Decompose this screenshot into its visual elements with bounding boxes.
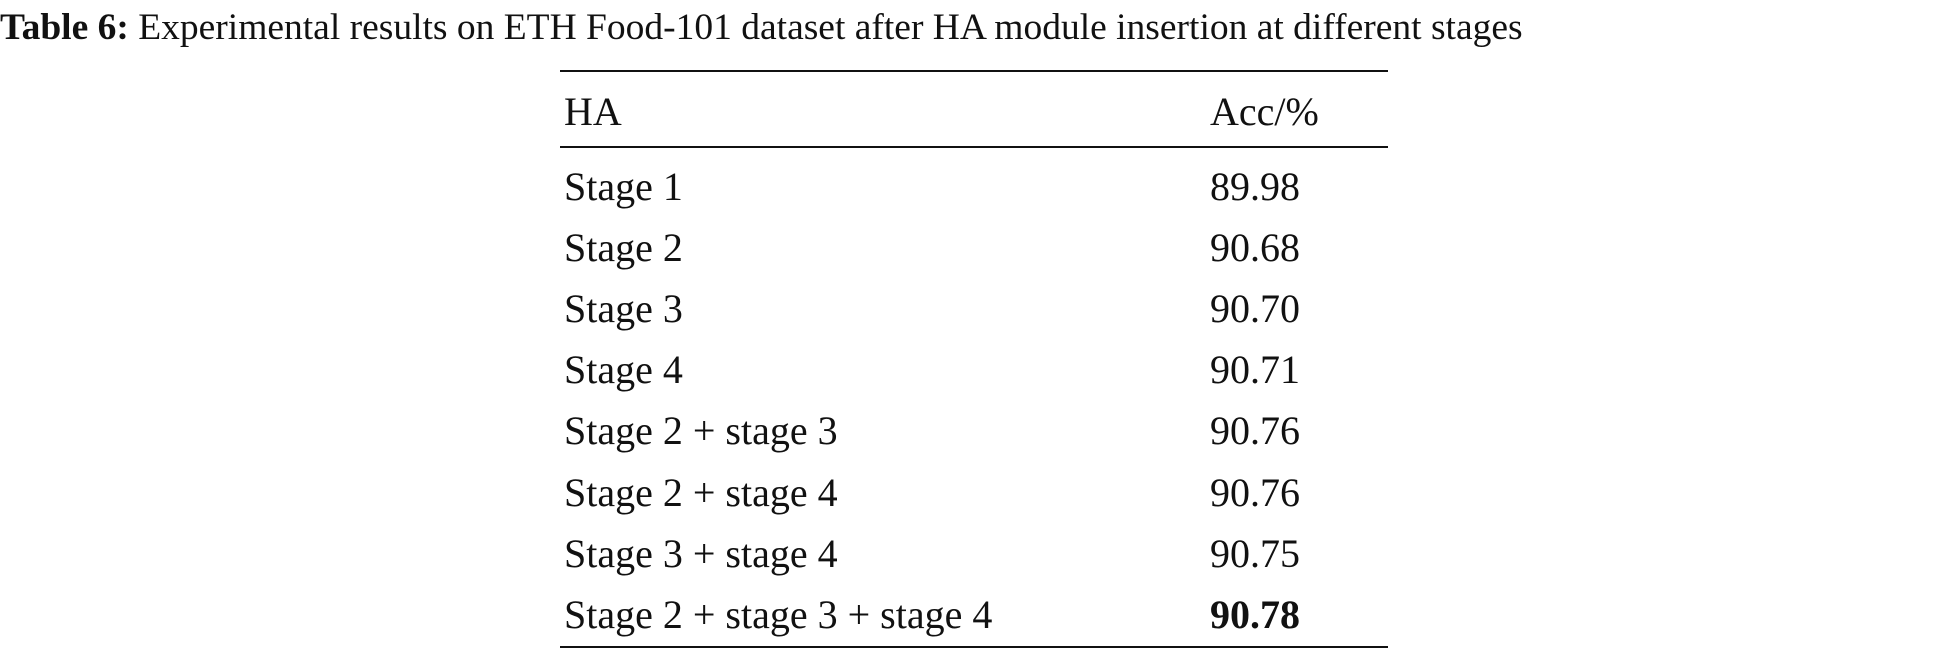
config-cell: Stage 2	[564, 225, 683, 271]
caption-text: Experimental results on ETH Food-101 dat…	[138, 7, 1523, 48]
header-rule	[560, 146, 1388, 148]
config-cell: Stage 2 + stage 3	[564, 408, 838, 454]
top-rule	[560, 70, 1388, 72]
bottom-rule	[560, 646, 1388, 648]
accuracy-cell: 90.78	[1210, 591, 1300, 637]
header-cell: Acc/%	[1210, 89, 1319, 134]
table-caption: Table 6: Experimental results on ETH Foo…	[0, 6, 1952, 50]
config-cell: Stage 4	[564, 347, 683, 393]
caption-label: Table 6:	[0, 7, 129, 48]
config-cell: Stage 3	[564, 286, 683, 332]
accuracy-cell: 90.70	[1210, 286, 1300, 332]
accuracy-cell: 90.76	[1210, 469, 1300, 515]
accuracy-cell: 90.76	[1210, 408, 1300, 454]
config-cell: Stage 1	[564, 164, 683, 209]
accuracy-cell: 90.71	[1210, 347, 1300, 393]
header-cell: HA	[564, 89, 622, 134]
accuracy-cell: 89.98	[1210, 164, 1300, 209]
config-cell: Stage 2 + stage 3 + stage 4	[564, 591, 993, 637]
accuracy-cell: 90.75	[1210, 530, 1300, 576]
accuracy-cell: 90.68	[1210, 225, 1300, 271]
config-cell: Stage 2 + stage 4	[564, 469, 838, 515]
config-cell: Stage 3 + stage 4	[564, 530, 838, 576]
